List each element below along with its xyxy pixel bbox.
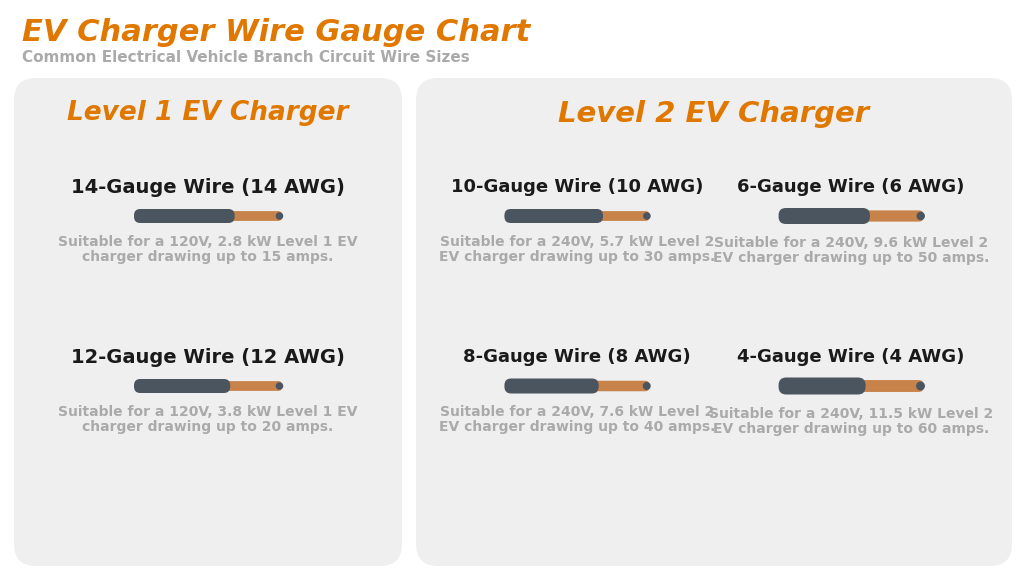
Text: EV charger drawing up to 30 amps.: EV charger drawing up to 30 amps.: [439, 250, 715, 264]
FancyBboxPatch shape: [224, 381, 282, 391]
Text: charger drawing up to 15 amps.: charger drawing up to 15 amps.: [82, 250, 334, 264]
FancyBboxPatch shape: [229, 211, 282, 221]
FancyBboxPatch shape: [593, 381, 649, 391]
Circle shape: [276, 383, 283, 389]
Text: Suitable for a 240V, 7.6 kW Level 2: Suitable for a 240V, 7.6 kW Level 2: [439, 406, 714, 419]
Circle shape: [644, 213, 650, 219]
Text: Common Electrical Vehicle Branch Circuit Wire Sizes: Common Electrical Vehicle Branch Circuit…: [22, 50, 470, 65]
FancyBboxPatch shape: [597, 211, 649, 221]
FancyBboxPatch shape: [778, 377, 865, 395]
Text: charger drawing up to 20 amps.: charger drawing up to 20 amps.: [82, 420, 334, 434]
Text: 12-Gauge Wire (12 AWG): 12-Gauge Wire (12 AWG): [71, 348, 345, 367]
FancyBboxPatch shape: [134, 209, 234, 223]
FancyBboxPatch shape: [505, 378, 599, 393]
Text: Level 2 EV Charger: Level 2 EV Charger: [558, 100, 869, 128]
Text: EV charger drawing up to 60 amps.: EV charger drawing up to 60 amps.: [713, 422, 989, 435]
Text: EV charger drawing up to 50 amps.: EV charger drawing up to 50 amps.: [713, 251, 989, 265]
FancyBboxPatch shape: [505, 209, 603, 223]
Text: Suitable for a 120V, 2.8 kW Level 1 EV: Suitable for a 120V, 2.8 kW Level 1 EV: [58, 235, 357, 249]
Text: Suitable for a 120V, 3.8 kW Level 1 EV: Suitable for a 120V, 3.8 kW Level 1 EV: [58, 405, 357, 419]
FancyBboxPatch shape: [14, 78, 402, 566]
FancyBboxPatch shape: [863, 210, 924, 222]
FancyBboxPatch shape: [778, 208, 870, 224]
Text: Suitable for a 240V, 5.7 kW Level 2: Suitable for a 240V, 5.7 kW Level 2: [439, 235, 714, 249]
Text: Level 1 EV Charger: Level 1 EV Charger: [68, 100, 349, 126]
FancyBboxPatch shape: [416, 78, 1012, 566]
Text: 8-Gauge Wire (8 AWG): 8-Gauge Wire (8 AWG): [463, 348, 691, 366]
FancyBboxPatch shape: [859, 380, 924, 392]
Text: Suitable for a 240V, 9.6 kW Level 2: Suitable for a 240V, 9.6 kW Level 2: [714, 236, 988, 250]
Text: 10-Gauge Wire (10 AWG): 10-Gauge Wire (10 AWG): [451, 178, 703, 196]
Text: EV charger drawing up to 40 amps.: EV charger drawing up to 40 amps.: [438, 420, 715, 434]
Text: 14-Gauge Wire (14 AWG): 14-Gauge Wire (14 AWG): [71, 178, 345, 197]
Text: EV Charger Wire Gauge Chart: EV Charger Wire Gauge Chart: [22, 18, 530, 47]
Circle shape: [276, 213, 283, 219]
Circle shape: [918, 213, 925, 219]
Circle shape: [643, 382, 650, 389]
Text: 4-Gauge Wire (4 AWG): 4-Gauge Wire (4 AWG): [737, 348, 965, 366]
Text: 6-Gauge Wire (6 AWG): 6-Gauge Wire (6 AWG): [737, 178, 965, 196]
Text: Suitable for a 240V, 11.5 kW Level 2: Suitable for a 240V, 11.5 kW Level 2: [709, 407, 993, 420]
FancyBboxPatch shape: [134, 379, 230, 393]
Circle shape: [916, 382, 925, 390]
